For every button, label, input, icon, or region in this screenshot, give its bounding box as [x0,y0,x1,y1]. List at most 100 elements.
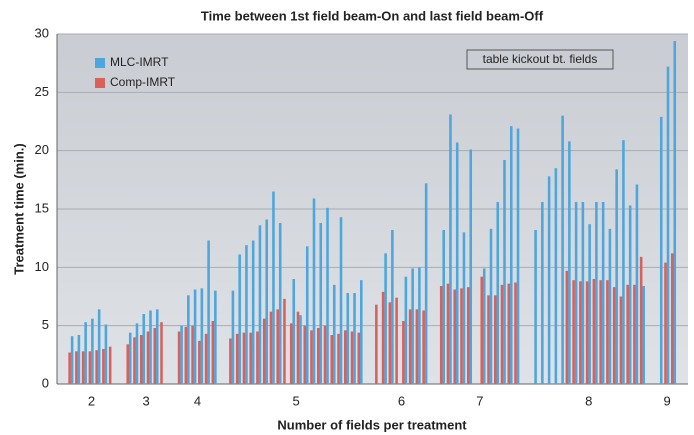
bar [388,302,392,384]
bar [606,280,609,384]
bar [493,295,497,384]
bar [75,351,78,384]
bar [310,330,313,384]
bar [612,287,616,384]
x-tick-label: 7 [476,393,483,408]
bar [588,224,591,384]
x-tick-label: 4 [194,393,201,408]
bar [442,230,445,384]
bar [601,202,605,384]
y-axis-title: Treatment time (min.) [11,143,26,274]
bar [198,340,201,384]
bar [77,335,81,384]
bar [245,245,248,384]
bar [514,282,517,384]
bar [108,346,112,384]
bar [381,291,385,384]
bar [330,335,334,384]
bar [104,324,108,384]
bar [299,315,302,384]
bar [534,230,537,384]
bar [503,160,506,384]
bar [489,228,493,384]
chart-title: Time between 1st field beam-On and last … [201,8,544,23]
bar [615,169,618,384]
bar [289,323,293,384]
bar [395,297,398,384]
bar [449,114,452,384]
bar [592,279,596,384]
bar [608,228,612,384]
bar [500,284,504,384]
bar [509,126,513,385]
bar [204,333,208,384]
bar [292,279,296,384]
bar [565,270,569,384]
bar [424,183,428,384]
legend-swatch [95,58,105,68]
y-tick-label: 25 [35,84,49,99]
bar [346,293,350,384]
bar [595,202,598,384]
bar [585,281,589,384]
bar [339,217,343,384]
bar [70,336,74,384]
x-tick-label: 6 [398,393,405,408]
bar [460,288,463,384]
bar [235,333,239,384]
bar [142,314,146,384]
bar [146,331,150,384]
bar [357,332,361,384]
bar [642,286,645,384]
bar [258,225,262,384]
bar [581,202,585,384]
bar [384,253,387,384]
bar [319,223,323,384]
bar [200,288,204,384]
bar [326,207,329,384]
bar [391,230,394,384]
y-tick-label: 0 [42,375,49,390]
bar [207,240,210,384]
bar [337,333,340,384]
bar [480,276,484,384]
bar [180,325,183,384]
x-tick-label: 2 [88,393,95,408]
bar [360,280,363,384]
bar [296,311,300,384]
bar [626,284,629,384]
bar [666,66,670,385]
bar [211,321,215,384]
bar [283,298,286,384]
bar [269,311,273,384]
bar [619,296,623,384]
bar [102,349,105,384]
bar [88,351,92,384]
x-tick-label: 8 [585,393,592,408]
bar [133,337,136,384]
bar [128,332,132,384]
bar [628,205,632,384]
bar [670,253,674,384]
y-tick-label: 10 [35,259,49,274]
bar [547,176,551,384]
y-tick-label: 5 [42,317,49,332]
bar [496,202,500,384]
bar [487,295,490,384]
bar [256,331,259,384]
bar [214,290,217,384]
bar [251,240,255,384]
annotation: table kickout bt. fields [483,52,598,66]
bar [422,310,425,384]
bar [238,254,241,384]
bar [622,140,625,384]
x-tick-label: 3 [143,393,150,408]
bar [353,293,356,384]
bar [84,322,87,384]
bar [177,331,181,384]
bar [139,335,143,384]
bar [599,280,602,384]
bar [272,191,275,384]
x-axis-title: Number of fields per treatment [277,417,467,432]
bar [411,268,414,384]
